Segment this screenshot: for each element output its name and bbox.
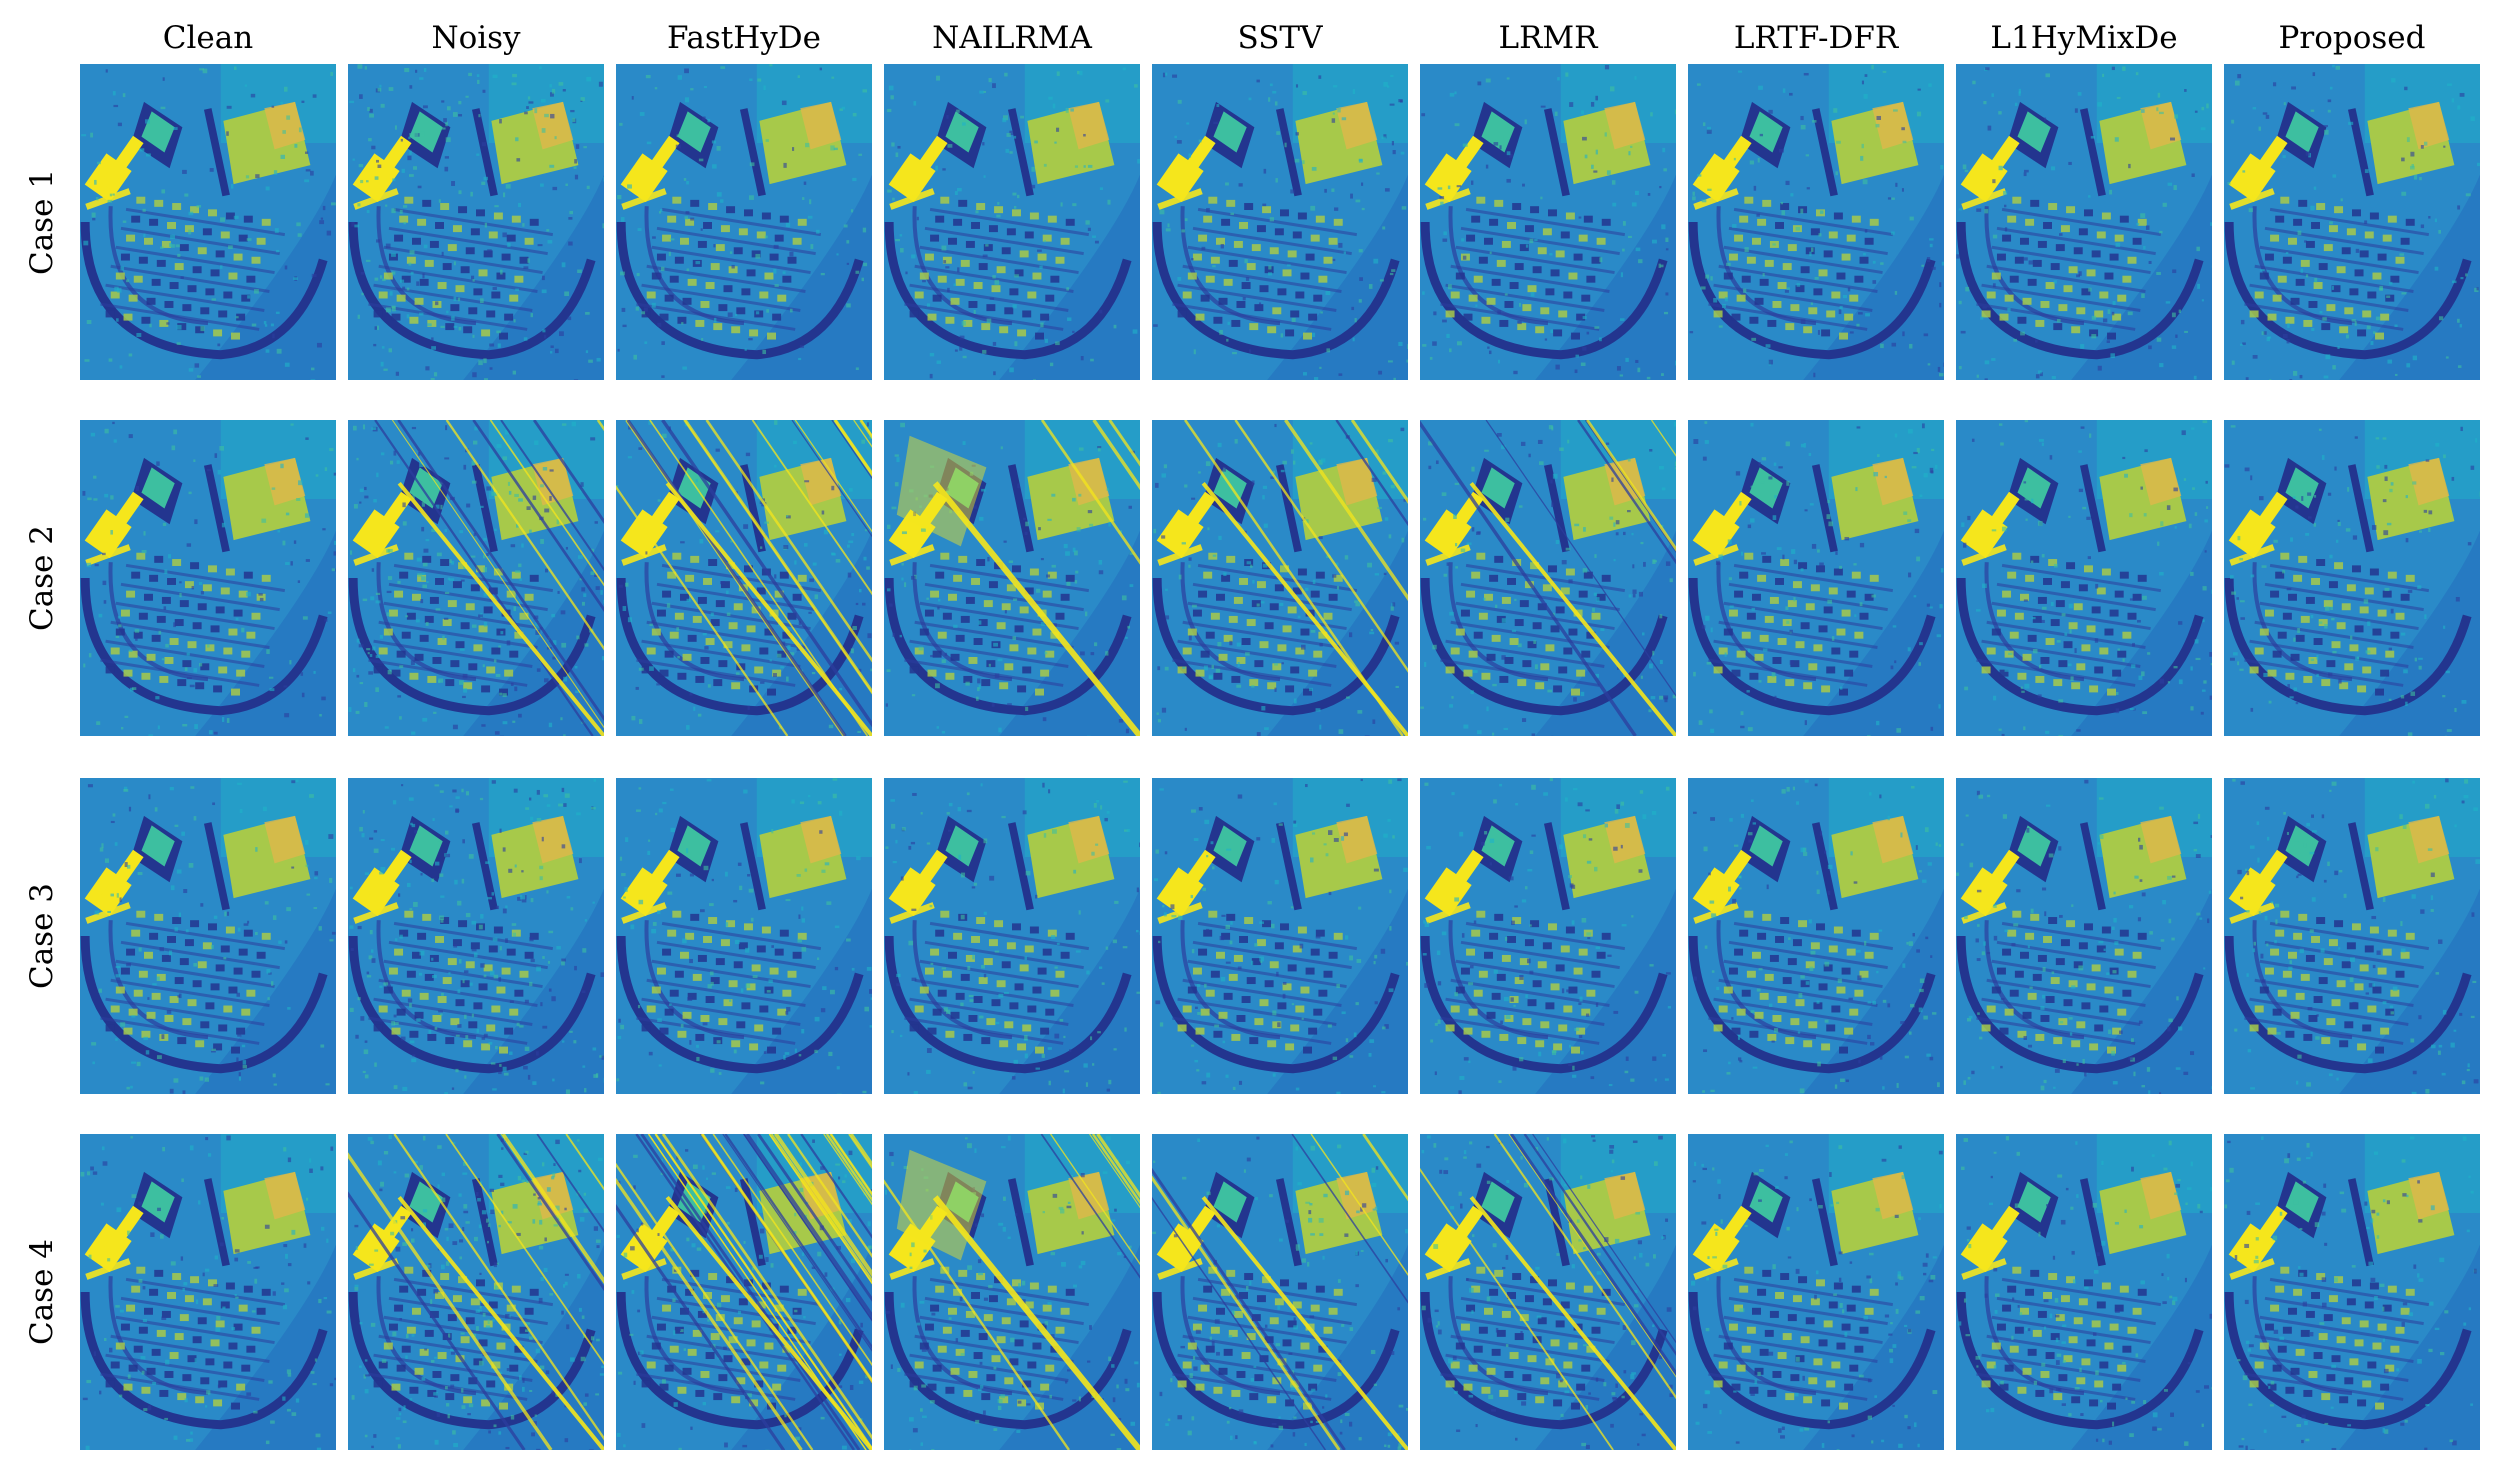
result-image (1420, 1134, 1676, 1450)
false-color-band-image (1152, 420, 1408, 736)
false-color-band-image (80, 420, 336, 736)
result-image (1152, 64, 1408, 380)
column-title-l1hymixde: L1HyMixDe (1990, 20, 2178, 56)
false-color-band-image (348, 778, 604, 1094)
false-color-band-image (80, 1134, 336, 1450)
false-color-band-image (1152, 64, 1408, 380)
result-image (348, 64, 604, 380)
false-color-band-image (884, 420, 1140, 736)
result-image (1420, 64, 1676, 380)
row-label-case-3: Case 3 (24, 882, 60, 990)
result-image (1956, 64, 2212, 380)
result-image (616, 778, 872, 1094)
false-color-band-image (1420, 1134, 1676, 1450)
column-title-lrmr: LRMR (1498, 20, 1598, 56)
false-color-band-image (616, 1134, 872, 1450)
result-image (2224, 1134, 2480, 1450)
column-title-lrtf-dfr: LRTF-DFR (1733, 20, 1899, 56)
result-image (884, 64, 1140, 380)
false-color-band-image (884, 778, 1140, 1094)
false-color-band-image (80, 64, 336, 380)
false-color-band-image (1420, 64, 1676, 380)
false-color-band-image (616, 420, 872, 736)
false-color-band-image (1688, 64, 1944, 380)
false-color-band-image (1420, 778, 1676, 1094)
result-image (884, 1134, 1140, 1450)
false-color-band-image (2224, 420, 2480, 736)
column-title-noisy: Noisy (431, 20, 521, 56)
result-image (1688, 1134, 1944, 1450)
result-image (1420, 420, 1676, 736)
result-image (1152, 1134, 1408, 1450)
result-image (1688, 64, 1944, 380)
row-label-case-4: Case 4 (24, 1238, 60, 1346)
result-image (2224, 420, 2480, 736)
false-color-band-image (1956, 778, 2212, 1094)
false-color-band-image (1688, 1134, 1944, 1450)
false-color-band-image (2224, 1134, 2480, 1450)
false-color-band-image (348, 64, 604, 380)
false-color-band-image (1956, 420, 2212, 736)
false-color-band-image (1688, 420, 1944, 736)
false-color-band-image (1688, 778, 1944, 1094)
false-color-band-image (1956, 1134, 2212, 1450)
result-image (80, 64, 336, 380)
result-image (884, 778, 1140, 1094)
false-color-band-image (80, 778, 336, 1094)
result-image (1956, 420, 2212, 736)
result-image (1688, 778, 1944, 1094)
result-image (2224, 64, 2480, 380)
false-color-band-image (1152, 778, 1408, 1094)
result-image (348, 1134, 604, 1450)
false-color-band-image (616, 778, 872, 1094)
result-image (348, 778, 604, 1094)
result-image (1956, 1134, 2212, 1450)
result-image (80, 778, 336, 1094)
result-image (884, 420, 1140, 736)
result-image (616, 1134, 872, 1450)
result-image (1420, 778, 1676, 1094)
result-image (80, 420, 336, 736)
false-color-band-image (884, 64, 1140, 380)
result-image (1688, 420, 1944, 736)
false-color-band-image (1956, 64, 2212, 380)
result-image (616, 64, 872, 380)
false-color-band-image (2224, 64, 2480, 380)
false-color-band-image (616, 64, 872, 380)
result-image (1956, 778, 2212, 1094)
column-title-proposed: Proposed (2278, 20, 2426, 56)
result-image (1152, 778, 1408, 1094)
result-image (2224, 778, 2480, 1094)
result-image (348, 420, 604, 736)
result-image (616, 420, 872, 736)
result-image (80, 1134, 336, 1450)
false-color-band-image (2224, 778, 2480, 1094)
row-label-case-2: Case 2 (24, 524, 60, 632)
false-color-band-image (884, 1134, 1140, 1450)
column-title-sstv: SSTV (1237, 20, 1323, 56)
column-title-nailrma: NAILRMA (932, 20, 1092, 56)
false-color-band-image (348, 420, 604, 736)
column-title-clean: Clean (162, 20, 254, 56)
column-title-fasthyde: FastHyDe (666, 20, 821, 56)
false-color-band-image (1420, 420, 1676, 736)
result-image (1152, 420, 1408, 736)
row-label-case-1: Case 1 (24, 168, 60, 276)
false-color-band-image (348, 1134, 604, 1450)
false-color-band-image (1152, 1134, 1408, 1450)
